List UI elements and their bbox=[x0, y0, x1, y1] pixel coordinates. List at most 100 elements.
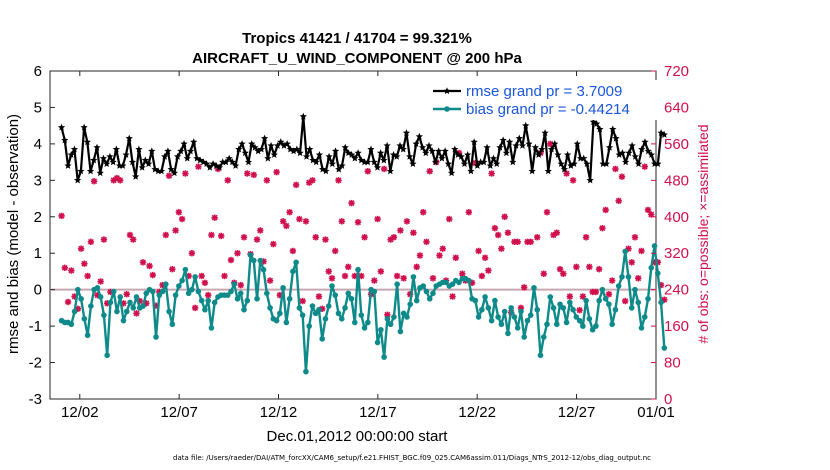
bias-point bbox=[329, 283, 335, 289]
bias-point bbox=[286, 295, 293, 302]
bias-point bbox=[410, 274, 417, 280]
rmse-point bbox=[225, 154, 233, 162]
bias-point bbox=[563, 319, 570, 326]
rmse-point bbox=[570, 160, 578, 168]
y-axis-label-right: # of obs: o=possible; ×=assimilated bbox=[695, 124, 711, 343]
obs-count-point bbox=[133, 310, 140, 317]
rmse-point bbox=[261, 134, 269, 142]
bias-point bbox=[400, 310, 407, 317]
obs-count-point bbox=[126, 231, 134, 239]
bias-point bbox=[602, 295, 609, 302]
obs-count-point bbox=[312, 234, 319, 241]
rmse-point bbox=[515, 134, 523, 142]
rmse-point bbox=[125, 134, 133, 142]
bias-point bbox=[365, 319, 371, 326]
bias-point bbox=[391, 314, 397, 320]
y-tick-label-right: 160 bbox=[664, 318, 689, 335]
bias-point bbox=[576, 317, 583, 324]
obs-count-point bbox=[361, 234, 368, 241]
obs-count-point bbox=[631, 234, 639, 241]
rmse-point bbox=[354, 149, 362, 157]
obs-count-point bbox=[403, 218, 411, 225]
rmse-point bbox=[580, 154, 588, 162]
bias-point bbox=[407, 301, 413, 308]
bias-point bbox=[567, 299, 573, 306]
bias-point bbox=[355, 266, 361, 273]
rmse-point bbox=[254, 147, 262, 155]
obs-count-point bbox=[612, 165, 619, 173]
y-tick-label-left: 1 bbox=[34, 245, 42, 262]
rmse-point bbox=[157, 167, 166, 175]
bias-point bbox=[192, 274, 198, 280]
obs-count-point bbox=[638, 247, 645, 255]
obs-count-point bbox=[628, 259, 635, 266]
bias-point bbox=[75, 286, 81, 293]
bias-point bbox=[123, 308, 130, 315]
x-tick-label: 01/01 bbox=[637, 404, 675, 421]
obs-count-point bbox=[250, 171, 257, 179]
rmse-point bbox=[280, 141, 288, 149]
rmse-point bbox=[202, 160, 211, 168]
obs-count-point bbox=[201, 279, 209, 287]
bias-point bbox=[612, 306, 619, 313]
rmse-point bbox=[61, 136, 69, 144]
rmse-point bbox=[502, 149, 510, 157]
obs-count-point bbox=[299, 297, 306, 305]
bias-point bbox=[475, 314, 482, 320]
obs-count-point bbox=[240, 234, 248, 241]
rmse-point bbox=[86, 167, 95, 175]
rmse-point bbox=[402, 129, 411, 137]
obs-count-point bbox=[345, 263, 352, 271]
obs-count-point bbox=[465, 209, 473, 216]
bias-point bbox=[244, 297, 251, 304]
rmse-point bbox=[512, 141, 520, 149]
bias-point bbox=[312, 310, 319, 317]
rmse-point bbox=[283, 140, 291, 147]
obs-count-point bbox=[253, 236, 261, 243]
rmse-point bbox=[306, 145, 314, 153]
rmse-point bbox=[293, 145, 301, 153]
rmse-point bbox=[296, 149, 304, 157]
obs-count-point bbox=[384, 311, 391, 318]
rmse-point bbox=[470, 138, 478, 146]
rmse-point bbox=[457, 152, 465, 160]
bias-point bbox=[179, 277, 185, 284]
obs-count-point bbox=[420, 209, 427, 216]
rmse-point bbox=[80, 123, 88, 131]
obs-count-point bbox=[61, 264, 69, 271]
bias-point bbox=[632, 286, 638, 293]
bias-point bbox=[189, 286, 195, 293]
obs-count-point bbox=[521, 284, 528, 291]
rmse-point bbox=[186, 147, 195, 155]
bias-point bbox=[101, 312, 107, 318]
rmse-point bbox=[235, 145, 243, 153]
rmse-point bbox=[183, 154, 191, 162]
rmse-point bbox=[605, 143, 614, 151]
bias-point bbox=[472, 297, 479, 304]
rmse-point bbox=[122, 151, 130, 158]
obs-count-point bbox=[81, 260, 88, 267]
obs-count-point bbox=[635, 275, 642, 282]
bias-point bbox=[488, 317, 495, 324]
bias-point bbox=[205, 297, 211, 304]
obs-count-point bbox=[566, 293, 574, 300]
bias-point bbox=[531, 285, 537, 291]
bias-point bbox=[159, 288, 166, 295]
rmse-point bbox=[299, 112, 307, 120]
bias-point bbox=[593, 323, 599, 329]
obs-count-point bbox=[449, 293, 456, 300]
rmse-point bbox=[593, 120, 601, 127]
y-tick-label-left: 2 bbox=[34, 209, 42, 226]
obs-count-point bbox=[130, 236, 137, 243]
obs-count-point bbox=[605, 291, 613, 298]
obs-count-point bbox=[494, 231, 502, 239]
bias-point bbox=[241, 306, 247, 313]
rmse-point bbox=[467, 167, 475, 175]
bias-point bbox=[322, 316, 329, 322]
rmse-point bbox=[415, 132, 423, 140]
rmse-point bbox=[422, 149, 430, 157]
rmse-point bbox=[486, 161, 494, 169]
bias-point bbox=[254, 295, 260, 302]
bias-point bbox=[361, 325, 368, 331]
bias-point bbox=[345, 290, 352, 297]
